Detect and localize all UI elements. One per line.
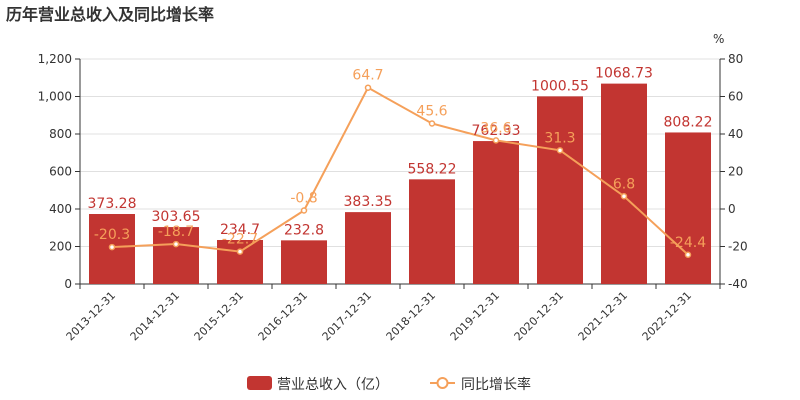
x-tick-label: 2016-12-31 xyxy=(256,289,310,343)
line-value-label: 31.3 xyxy=(544,130,575,146)
bar-value-label: 762.33 xyxy=(472,123,521,139)
left-tick-label: 400 xyxy=(49,202,72,216)
left-tick-label: 600 xyxy=(49,165,72,179)
line-value-label: 64.7 xyxy=(352,68,383,84)
line-point xyxy=(556,147,564,154)
bar-value-label: 303.65 xyxy=(152,209,201,225)
line-series xyxy=(108,84,692,258)
bar-value-label: 558.22 xyxy=(408,161,457,177)
left-tick-label: 1,200 xyxy=(38,52,72,66)
left-tick-label: 1,000 xyxy=(38,90,72,104)
x-tick-label: 2014-12-31 xyxy=(128,289,182,343)
line-point xyxy=(428,120,436,127)
legend-bar-label: 营业总收入（亿） xyxy=(277,377,389,393)
x-tick-label: 2015-12-31 xyxy=(192,289,246,343)
bar-value-label: 234.7 xyxy=(220,222,260,238)
bar-value-label: 383.35 xyxy=(344,194,393,210)
right-tick-label: 0 xyxy=(728,202,736,216)
line-point xyxy=(108,243,116,251)
bar xyxy=(409,179,455,284)
x-tick-label: 2020-12-31 xyxy=(512,289,566,343)
legend-bar-swatch xyxy=(247,376,272,390)
line-value-label: 36.6 xyxy=(480,120,511,136)
line-value-label: 6.8 xyxy=(613,176,635,192)
line-value-label: -20.3 xyxy=(94,227,130,243)
bar-value-label: 232.8 xyxy=(284,222,324,238)
line-value-label: -22.7 xyxy=(222,232,258,248)
chart-title: 历年营业总收入及同比增长率 xyxy=(6,5,214,24)
right-axis-unit: % xyxy=(713,32,724,46)
x-tick-label: 2019-12-31 xyxy=(448,289,502,343)
bar-labels: 373.28 303.65 234.7 232.8 383.35 558.22 762.33… xyxy=(88,66,713,239)
bar-value-label: 373.28 xyxy=(88,196,137,212)
right-tick-label: -20 xyxy=(728,240,748,254)
bar xyxy=(601,83,647,284)
x-axis: 2013-12-31 2014-12-31 2015-12-31 2016-12-31… xyxy=(64,284,721,343)
bar xyxy=(473,141,519,284)
growth-rate-line xyxy=(111,86,689,256)
x-tick-label: 2013-12-31 xyxy=(64,289,118,343)
line-point xyxy=(172,240,180,248)
line-value-label: -0.8 xyxy=(290,191,317,207)
legend-line-marker xyxy=(436,377,449,389)
line-point xyxy=(236,248,244,255)
right-tick-label: 60 xyxy=(728,90,743,104)
left-y-axis: 0 200 400 600 800 1,000 1,200 xyxy=(38,52,80,291)
bar xyxy=(345,212,391,284)
left-tick-label: 0 xyxy=(64,277,72,291)
right-tick-label: -40 xyxy=(728,277,748,291)
line-point xyxy=(620,193,628,200)
legend-line-label: 同比增长率 xyxy=(461,376,531,393)
left-tick-label: 200 xyxy=(49,240,72,254)
legend: 营业总收入（亿） 同比增长率 xyxy=(247,376,531,393)
left-tick-label: 800 xyxy=(49,127,72,141)
bar xyxy=(281,240,327,284)
line-point xyxy=(684,251,692,258)
bar xyxy=(665,132,711,284)
line-point xyxy=(300,207,308,214)
line-value-label: -24.4 xyxy=(670,235,706,251)
x-tick-label: 2017-12-31 xyxy=(320,289,374,343)
bar-value-label: 808.22 xyxy=(664,114,713,130)
x-tick-label: 2018-12-31 xyxy=(384,289,438,343)
line-point xyxy=(492,137,500,144)
right-y-axis: -40 -20 0 20 40 60 80 xyxy=(720,52,748,291)
right-tick-label: 20 xyxy=(728,165,743,179)
x-tick-label: 2021-12-31 xyxy=(576,289,630,343)
x-tick-label: 2022-12-31 xyxy=(640,289,694,343)
line-value-label: -18.7 xyxy=(158,224,194,240)
right-tick-label: 40 xyxy=(728,127,743,141)
bar xyxy=(537,96,583,284)
bar-value-label: 1000.55 xyxy=(531,78,589,94)
right-tick-label: 80 xyxy=(728,52,743,66)
bar-value-label: 1068.73 xyxy=(595,66,653,82)
bar xyxy=(217,239,263,284)
line-point xyxy=(364,84,372,91)
line-labels: -20.3 -18.7 -22.7 -0.8 64.7 45.6 36.6 31.3 6.8 -2… xyxy=(94,68,706,251)
bar xyxy=(153,227,199,284)
line-value-label: 45.6 xyxy=(416,104,447,120)
